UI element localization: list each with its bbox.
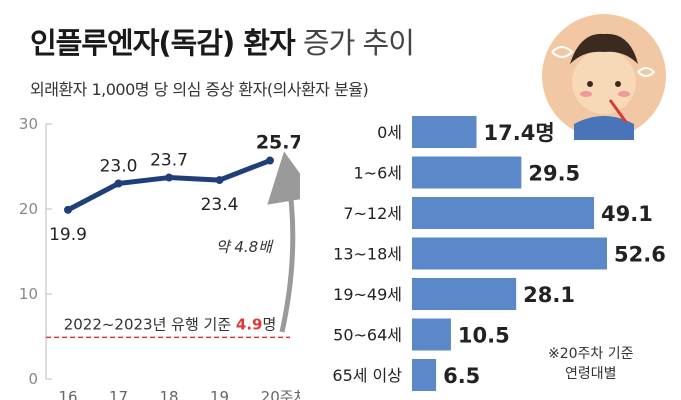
bar-value-label: 49.1: [601, 202, 653, 226]
bar: [412, 318, 451, 351]
category-label: 13~18세: [333, 245, 402, 264]
x-tick-label: 16: [58, 388, 77, 400]
bar-value-label: 6.5: [443, 364, 480, 388]
bar-value-label: 52.6: [614, 243, 666, 267]
x-tick-label: 17: [109, 388, 128, 400]
data-label: 25.7명: [256, 132, 300, 154]
category-label: 0세: [377, 123, 402, 142]
category-label: 19~49세: [333, 285, 402, 304]
data-point: [64, 205, 72, 214]
y-tick-label: 0: [28, 370, 38, 388]
baseline-label: 2022~2023년 유행 기준 4.9명: [64, 315, 277, 333]
chart-note: ※20주차 기준 연령대별: [548, 344, 634, 384]
bar: [412, 197, 595, 229]
data-point: [165, 173, 173, 182]
data-label: 23.4: [201, 195, 239, 215]
line-chart: 0 10 20 30 16 17 18 19 20주차 2022~2023년 유행 기준 4.9…: [19, 115, 300, 400]
data-point: [266, 156, 274, 165]
bar: [412, 156, 522, 189]
category-label: 50~64세: [333, 326, 402, 345]
y-tick-label: 30: [19, 115, 38, 133]
bar-value-label: 17.4명: [484, 121, 555, 145]
title-main: 인플루엔자(독감) 환자: [30, 26, 296, 60]
data-point: [114, 179, 123, 188]
bar-value-label: 29.5: [528, 162, 580, 186]
note-line-2: 연령대별: [564, 366, 617, 382]
note-line-1: ※20주차 기준: [548, 346, 634, 362]
bar-chart: 0세 17.4명 1~6세 29.5 7~12세 49.1 13~18세 52.6 19~49세…: [332, 116, 666, 391]
y-tick-label: 20: [19, 200, 38, 218]
x-tick-label: 18: [159, 388, 178, 400]
y-tick-label: 10: [19, 285, 38, 303]
bar: [412, 278, 517, 310]
bar: [412, 116, 477, 148]
bar-value-label: 10.5: [458, 324, 510, 348]
category-label: 7~12세: [343, 204, 402, 223]
x-tick-label: 19: [210, 388, 229, 400]
title-light: 증가 추이: [294, 26, 415, 60]
page-subtitle: 외래환자 1,000명 당 의심 증상 환자(의사환자 분율): [30, 80, 369, 99]
bar-value-label: 28.1: [523, 283, 575, 307]
data-label: 19.9: [49, 225, 87, 245]
x-tick-label: 20주차: [261, 388, 300, 400]
bar: [412, 237, 607, 270]
sick-person-thermometer-icon: [542, 14, 666, 140]
page-title: 인플루엔자(독감) 환자 증가 추이: [30, 20, 415, 62]
increase-arrow-icon: [267, 151, 300, 333]
data-label: 23.7: [150, 151, 188, 171]
data-label: 23.0: [100, 157, 138, 177]
bar: [412, 359, 437, 391]
data-point: [215, 176, 224, 185]
increase-annotation: 약 4.8배: [216, 238, 274, 256]
category-label: 65세 이상: [332, 366, 402, 385]
category-label: 1~6세: [354, 164, 403, 183]
